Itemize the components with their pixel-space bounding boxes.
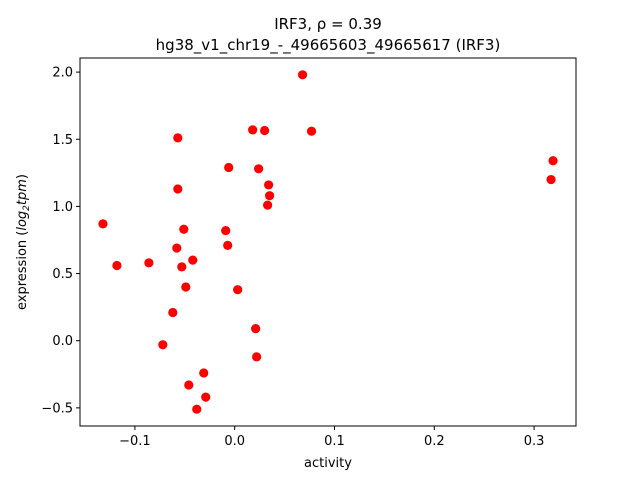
chart-title-line-1: IRF3, ρ = 0.39	[274, 15, 382, 33]
data-point	[192, 404, 202, 414]
data-point	[248, 125, 258, 135]
x-tick-label: 0.0	[224, 434, 245, 449]
data-point	[223, 240, 233, 250]
data-point	[172, 243, 182, 253]
y-tick-label: 1.5	[52, 133, 73, 148]
data-point	[112, 260, 122, 271]
data-point	[144, 258, 154, 268]
y-tick-label: −0.5	[41, 401, 73, 416]
data-point	[224, 162, 234, 173]
data-point	[158, 340, 168, 350]
data-point	[306, 126, 317, 136]
data-point	[546, 174, 556, 185]
x-tick-label: 0.1	[324, 434, 345, 449]
y-tick-label: 2.0	[52, 66, 73, 81]
x-tick-label: 0.3	[524, 434, 545, 449]
data-point	[98, 219, 108, 229]
y-tick-label: 0.0	[52, 334, 73, 349]
data-point	[173, 133, 183, 143]
data-point	[181, 282, 191, 292]
data-points	[98, 70, 558, 414]
data-point	[548, 156, 558, 166]
data-point	[188, 255, 198, 265]
data-point	[297, 70, 308, 80]
data-point	[168, 307, 178, 318]
data-point	[265, 191, 275, 201]
data-point	[184, 380, 194, 390]
data-point	[233, 285, 243, 295]
data-point	[252, 352, 262, 362]
y-axis-ticks: −0.5 0.0 0.5 1.0 1.5 2.0	[41, 66, 80, 416]
y-axis-label: expression (log2tpm)	[15, 174, 32, 310]
x-tick-label: −0.1	[119, 434, 151, 449]
chart-title-line-2: hg38_v1_chr19_-_49665603_49665617 (IRF3)	[156, 36, 501, 55]
data-point	[199, 368, 209, 378]
x-axis-label: activity	[304, 456, 352, 471]
x-axis-ticks: −0.1 0.0 0.1 0.2 0.3	[119, 426, 544, 449]
data-point	[201, 392, 211, 402]
y-tick-label: 0.5	[52, 267, 73, 282]
data-point	[173, 184, 183, 194]
data-point	[251, 324, 261, 334]
data-point	[221, 225, 231, 236]
y-tick-label: 1.0	[52, 200, 73, 215]
data-point	[264, 180, 274, 190]
data-point	[254, 164, 264, 174]
data-point	[179, 224, 189, 234]
plot-frame	[79, 57, 577, 427]
x-tick-label: 0.2	[424, 434, 445, 449]
data-point	[260, 125, 270, 136]
data-point	[263, 200, 273, 210]
data-point	[177, 262, 187, 272]
